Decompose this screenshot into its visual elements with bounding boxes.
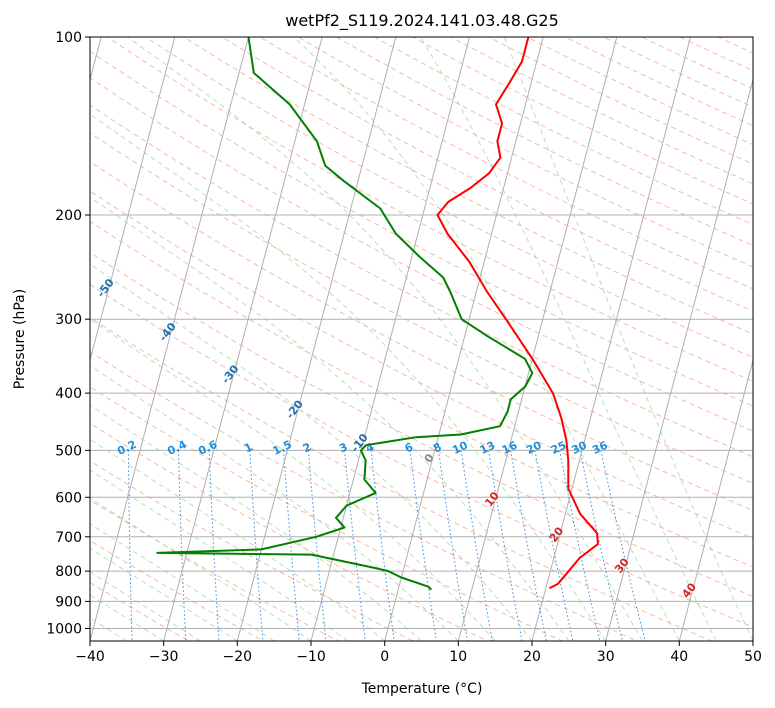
dry-adiabat [182, 37, 753, 335]
mixing-ratio-label: 36 [590, 439, 610, 457]
x-tick-label: 40 [670, 649, 688, 665]
x-tick-label: 10 [449, 649, 467, 665]
mixing-ratio-label: 16 [500, 439, 520, 457]
y-tick-label: 800 [55, 564, 82, 580]
y-tick-label: 100 [55, 30, 82, 46]
dry-adiabat [90, 220, 753, 568]
y-tick-label: 600 [55, 490, 82, 506]
y-tick-label: 1000 [46, 622, 82, 638]
moist-adiabat [420, 37, 717, 641]
mixing-ratio-label: 30 [570, 439, 590, 457]
y-tick-label: 500 [55, 443, 82, 459]
isotherm-gridline [678, 358, 753, 641]
dry-adiabat [90, 77, 753, 432]
mixing-ratio-line [127, 450, 133, 641]
moist-adiabat [293, 37, 680, 641]
dry-adiabat [487, 37, 753, 165]
dry-adiabat [90, 386, 564, 641]
chart-title: wetPf2_S119.2024.141.03.48.G25 [285, 11, 559, 31]
mixing-ratio-line [249, 450, 264, 641]
mixing-ratio-lines [127, 450, 646, 641]
dry-adiabat [106, 37, 753, 382]
profile-lines [156, 37, 599, 591]
moist-adiabat [90, 113, 607, 641]
moist-adiabats [90, 37, 753, 641]
moist-adiabat [90, 318, 496, 641]
isotherm-gridline [310, 37, 470, 641]
mixing-ratio-line [283, 450, 300, 641]
temperature-profile-line [436, 37, 599, 590]
mixing-ratio-label: 20 [524, 439, 544, 457]
x-tick-label: −40 [75, 649, 105, 665]
x-tick-label: −20 [223, 649, 253, 665]
plot-frame [89, 36, 754, 642]
dry-adiabat [90, 190, 753, 539]
moist-adiabat [90, 547, 238, 641]
moist-adiabat [503, 37, 753, 641]
moist-adiabat [90, 404, 422, 641]
x-tick-label: −30 [149, 649, 179, 665]
x-axis: −40 −30 −20 −10 0 10 20 30 40 50 [75, 641, 762, 665]
dry-adiabat [90, 132, 753, 484]
isotherm-gridline [384, 37, 544, 641]
y-tick-label: 700 [55, 530, 82, 546]
y-axis-label: Pressure (hPa) [12, 289, 28, 389]
moist-adiabat [90, 438, 385, 641]
dry-adiabat [144, 37, 753, 359]
dry-adiabat [90, 104, 753, 458]
dry-adiabat [90, 251, 753, 598]
dry-adiabat [297, 37, 753, 268]
dry-adiabat [411, 37, 753, 205]
y-tick-label: 200 [55, 208, 82, 224]
isotherm-gridline [163, 37, 323, 641]
isotherm-gridline [605, 77, 753, 641]
mixing-ratio-line [600, 450, 646, 641]
dry-adiabats [90, 37, 753, 641]
y-axis: 100 200 300 400 500 600 700 800 900 1000 [46, 30, 90, 638]
x-axis-label: Temperature (°C) [361, 681, 483, 697]
dry-adiabat [90, 351, 639, 641]
moist-adiabat [90, 263, 533, 641]
mixing-ratio-line [559, 450, 601, 641]
mixing-ratio-line [579, 450, 623, 641]
y-tick-label: 300 [55, 312, 82, 328]
isotherm-gridline [531, 37, 691, 641]
mixing-ratio-line [534, 450, 574, 641]
mixing-ratio-label: 13 [478, 439, 497, 457]
y-tick-label: 400 [55, 386, 82, 402]
isotherm-gridline [90, 37, 176, 363]
x-tick-label: 0 [380, 649, 389, 665]
x-tick-label: 20 [523, 649, 541, 665]
mixing-ratio-label: 25 [549, 439, 568, 457]
y-tick-label: 900 [55, 594, 82, 610]
grid-lines [90, 37, 753, 641]
x-tick-label: 50 [744, 649, 762, 665]
isotherm-gridline [236, 37, 397, 641]
dry-adiabat [220, 37, 753, 312]
x-tick-label: 30 [597, 649, 615, 665]
dry-adiabat [564, 37, 753, 127]
isotherm-gridline [457, 37, 618, 641]
dewpoint-profile-line [156, 37, 534, 591]
dry-adiabat [373, 37, 753, 226]
isotherm-gridline [90, 37, 249, 641]
moist-adiabat [127, 37, 643, 641]
mixing-ratio-label: 10 [450, 439, 470, 457]
dry-adiabat [90, 50, 753, 407]
x-tick-label: −10 [296, 649, 326, 665]
dry-adiabat [90, 317, 714, 641]
plot-area: -100-90-80-70-60-50-40-30-20-10010203040… [90, 37, 753, 641]
